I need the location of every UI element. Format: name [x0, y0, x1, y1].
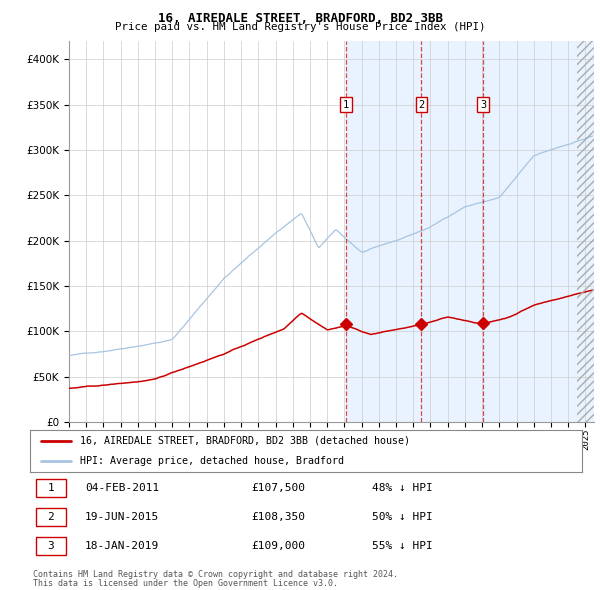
Text: HPI: Average price, detached house, Bradford: HPI: Average price, detached house, Brad…: [80, 455, 344, 466]
FancyBboxPatch shape: [35, 537, 66, 555]
Bar: [577, 41, 594, 422]
Text: This data is licensed under the Open Government Licence v3.0.: This data is licensed under the Open Gov…: [33, 579, 338, 588]
Text: Contains HM Land Registry data © Crown copyright and database right 2024.: Contains HM Land Registry data © Crown c…: [33, 570, 398, 579]
Text: £108,350: £108,350: [251, 512, 305, 522]
Text: 04-FEB-2011: 04-FEB-2011: [85, 483, 160, 493]
FancyBboxPatch shape: [35, 508, 66, 526]
Text: 18-JAN-2019: 18-JAN-2019: [85, 541, 160, 551]
Text: 50% ↓ HPI: 50% ↓ HPI: [372, 512, 433, 522]
FancyBboxPatch shape: [35, 478, 66, 497]
Text: 1: 1: [47, 483, 54, 493]
Text: 55% ↓ HPI: 55% ↓ HPI: [372, 541, 433, 551]
Text: £107,500: £107,500: [251, 483, 305, 493]
Text: 16, AIREDALE STREET, BRADFORD, BD2 3BB: 16, AIREDALE STREET, BRADFORD, BD2 3BB: [157, 12, 443, 25]
Text: 16, AIREDALE STREET, BRADFORD, BD2 3BB (detached house): 16, AIREDALE STREET, BRADFORD, BD2 3BB (…: [80, 436, 410, 446]
Text: 1: 1: [343, 100, 349, 110]
Text: 2: 2: [47, 512, 54, 522]
Text: 3: 3: [480, 100, 486, 110]
Text: 3: 3: [47, 541, 54, 551]
Text: Price paid vs. HM Land Registry's House Price Index (HPI): Price paid vs. HM Land Registry's House …: [115, 22, 485, 32]
Text: 19-JUN-2015: 19-JUN-2015: [85, 512, 160, 522]
Text: 2: 2: [418, 100, 424, 110]
Text: 48% ↓ HPI: 48% ↓ HPI: [372, 483, 433, 493]
Bar: [346, 41, 594, 422]
Text: £109,000: £109,000: [251, 541, 305, 551]
